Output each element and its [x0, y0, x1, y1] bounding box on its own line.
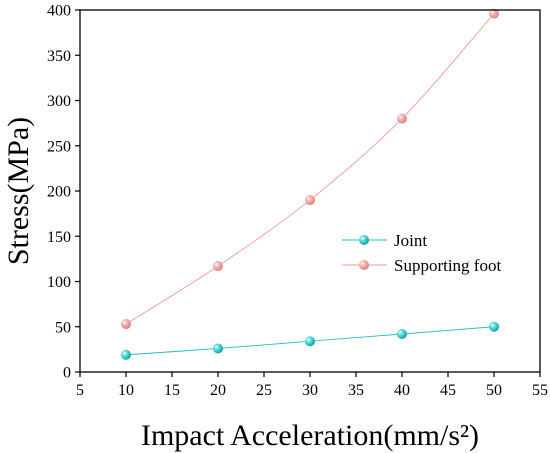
y-axis-title: Stress(MPa) — [2, 117, 35, 265]
y-tick-label: 250 — [47, 138, 71, 155]
legend-label: Joint — [394, 231, 427, 250]
data-point-1 — [397, 113, 407, 124]
y-tick-label: 100 — [47, 274, 71, 291]
x-tick-label: 50 — [486, 382, 502, 399]
x-tick-label: 45 — [440, 382, 456, 399]
y-tick-label: 50 — [55, 319, 71, 336]
data-point-1 — [489, 8, 499, 19]
x-tick-label: 35 — [348, 382, 364, 399]
y-tick-label: 350 — [47, 48, 71, 65]
x-axis-title: Impact Acceleration(mm/s²) — [141, 419, 479, 452]
x-tick-label: 25 — [256, 382, 272, 399]
legend-marker-1 — [359, 260, 369, 270]
x-tick-label: 15 — [164, 382, 180, 399]
x-tick-label: 30 — [302, 382, 318, 399]
y-tick-label: 200 — [47, 184, 71, 201]
data-point-0 — [397, 328, 407, 339]
series-line-1 — [125, 13, 495, 325]
series-layer — [121, 8, 499, 360]
y-tick-label: 400 — [47, 3, 71, 20]
x-tick-label: 10 — [118, 382, 134, 399]
data-point-0 — [121, 349, 131, 360]
plot-frame — [79, 9, 541, 373]
x-tick-label: 20 — [210, 382, 226, 399]
y-tick-label: 0 — [63, 365, 71, 382]
y-tick-label: 150 — [47, 229, 71, 246]
legend-label: Supporting foot — [394, 256, 501, 275]
x-tick-label: 55 — [532, 382, 548, 399]
x-tick-label: 5 — [76, 382, 84, 399]
axes-layer: 5 10 15 20 25 30 35 40 45 50 55 0 50 100 150 200 250 300 3… — [47, 3, 548, 400]
legend: Joint Supporting foot — [342, 231, 501, 275]
data-point-0 — [213, 343, 223, 354]
data-point-1 — [121, 319, 131, 330]
legend-marker-0 — [359, 235, 369, 245]
data-point-1 — [213, 261, 223, 272]
y-tick-label: 300 — [47, 93, 71, 110]
data-point-0 — [305, 336, 315, 347]
x-tick-label: 40 — [394, 382, 410, 399]
data-point-1 — [305, 195, 315, 206]
data-point-0 — [489, 321, 499, 332]
